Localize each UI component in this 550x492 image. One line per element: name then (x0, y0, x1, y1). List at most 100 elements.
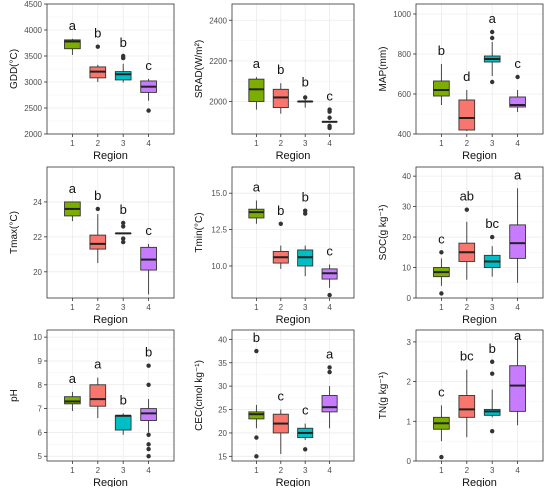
y-tick-label: 10 (402, 264, 411, 273)
outlier-point (490, 80, 494, 84)
y-tick-label: 800 (398, 50, 412, 59)
significance-letter: c (438, 231, 445, 246)
box-iqr (90, 385, 106, 406)
y-tick-label: 6 (38, 428, 43, 437)
y-axis-title: Tmin(°C) (194, 212, 205, 252)
y-axis-title: TN(g kg⁻¹) (378, 372, 389, 420)
x-tick-label: 3 (121, 466, 126, 475)
x-tick-label: 3 (121, 303, 126, 312)
box-iqr (322, 396, 337, 412)
significance-letter: c (326, 244, 333, 259)
y-axis-title: pH (9, 389, 20, 402)
y-tick-label: 2000 (209, 98, 227, 107)
x-tick-label: 2 (465, 466, 470, 475)
x-tick-label: 4 (146, 303, 151, 312)
y-tick-label: 1 (407, 417, 412, 426)
significance-letter: b (277, 203, 284, 218)
significance-letter: c (145, 58, 152, 73)
x-tick-label: 4 (146, 466, 151, 475)
x-tick-label: 3 (490, 303, 495, 312)
outlier-point (327, 293, 331, 297)
x-tick-label: 3 (490, 466, 495, 475)
box-iqr (459, 396, 475, 418)
x-tick-label: 2 (465, 139, 470, 148)
outlier-point (515, 75, 519, 79)
outlier-point (490, 36, 494, 40)
significance-letter: b (438, 43, 445, 58)
outlier-point (490, 429, 494, 433)
x-tick-label: 1 (439, 139, 444, 148)
x-tick-label: 3 (490, 139, 495, 148)
x-tick-label: 4 (515, 139, 520, 148)
significance-letter: b (253, 330, 260, 345)
x-axis-title: Region (462, 314, 497, 326)
y-tick-label: 9 (38, 357, 43, 366)
significance-letter: b (302, 190, 309, 205)
x-tick-label: 2 (279, 139, 284, 148)
outlier-point (490, 30, 494, 34)
x-tick-label: 4 (327, 466, 332, 475)
significance-letter: bc (485, 216, 499, 231)
outlier-point (327, 124, 331, 128)
y-tick-label: 25 (218, 406, 227, 415)
x-axis-title: Region (276, 314, 311, 326)
outlier-point (96, 207, 100, 211)
y-tick-label: 20 (33, 268, 42, 277)
x-axis-title: Region (276, 477, 311, 487)
y-tick-label: 3500 (24, 52, 42, 61)
significance-letter: a (253, 179, 261, 194)
outlier-point (490, 235, 494, 239)
outlier-point (439, 455, 443, 459)
y-axis-title: CEC(cmol kg⁻¹) (194, 360, 205, 431)
x-tick-label: 2 (96, 466, 101, 475)
y-tick-label: 2 (407, 378, 412, 387)
box-iqr (249, 209, 264, 218)
box-iqr (141, 409, 157, 421)
x-tick-label: 4 (327, 139, 332, 148)
y-tick-label: 2500 (24, 104, 42, 113)
outlier-point (279, 222, 283, 226)
outlier-point (146, 447, 150, 451)
outlier-point (121, 236, 125, 240)
x-axis-title: Region (93, 314, 128, 326)
outlier-point (327, 107, 331, 111)
y-tick-label: 2000 (24, 130, 42, 139)
box-iqr (434, 81, 450, 96)
x-tick-label: 3 (303, 139, 308, 148)
x-tick-label: 1 (70, 139, 75, 148)
outlier-point (121, 221, 125, 225)
box-iqr (115, 72, 131, 80)
outlier-point (303, 95, 307, 99)
y-tick-label: 1000 (393, 10, 411, 19)
x-axis-title: Region (462, 150, 497, 162)
y-axis-title: MAP(mm) (378, 47, 389, 92)
y-tick-label: 24 (33, 198, 42, 207)
x-tick-label: 2 (96, 139, 101, 148)
x-axis-title: Region (93, 477, 128, 487)
y-tick-label: 10 (33, 333, 42, 342)
y-tick-label: 12.5 (211, 226, 227, 235)
y-tick-label: 5 (38, 452, 43, 461)
x-tick-label: 4 (515, 466, 520, 475)
significance-letter: b (302, 74, 309, 89)
y-tick-label: 0 (407, 294, 412, 303)
significance-letter: c (438, 384, 445, 399)
panel-background (47, 167, 174, 298)
significance-letter: b (489, 341, 496, 356)
y-tick-label: 15 (218, 452, 227, 461)
box-iqr (249, 412, 264, 419)
y-tick-label: 35 (218, 359, 227, 368)
x-axis-title: Region (276, 150, 311, 162)
x-tick-label: 4 (146, 139, 151, 148)
significance-letter: b (120, 202, 127, 217)
significance-letter: b (120, 35, 127, 50)
significance-letter: ab (460, 189, 474, 204)
outlier-point (465, 207, 469, 211)
outlier-point (121, 54, 125, 58)
